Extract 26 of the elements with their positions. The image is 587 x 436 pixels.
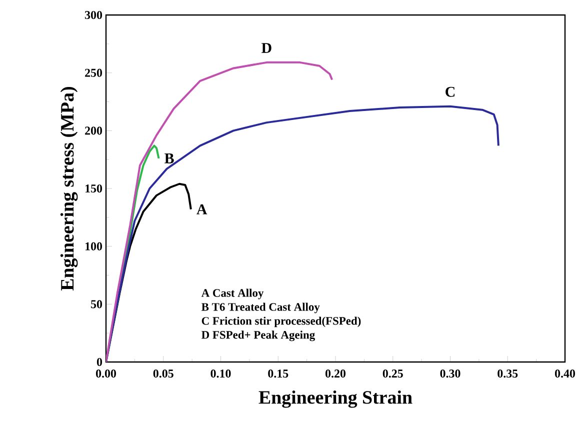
y-tick-label: 200 bbox=[85, 126, 102, 135]
x-tick-label: 0.10 bbox=[210, 370, 231, 378]
annotation: A Cast Alloy bbox=[201, 288, 264, 300]
annotation: B T6 Treated Cast Alloy bbox=[202, 302, 320, 314]
series-label: C bbox=[446, 86, 455, 97]
x-tick-label: 0.30 bbox=[440, 370, 460, 378]
annotation: C Friction stir processed(FSPed) bbox=[202, 316, 361, 328]
y-tick-label: 250 bbox=[85, 68, 102, 77]
series-label: B bbox=[164, 154, 174, 164]
x-axis-title: Engineering Strain bbox=[258, 390, 412, 408]
annotation: D FSPed+ Peak Ageing bbox=[202, 330, 315, 342]
y-axis-title: Engineering stress (MPa) bbox=[60, 87, 78, 291]
x-tick-label: 0.40 bbox=[554, 370, 576, 378]
y-tick-label: 300 bbox=[85, 10, 102, 20]
x-tick-label: 0.20 bbox=[325, 370, 346, 378]
x-tick-label: 0.35 bbox=[498, 370, 518, 378]
y-tick-label: 150 bbox=[86, 184, 102, 193]
y-tick-label: 100 bbox=[86, 242, 102, 250]
x-tick-label: 0.00 bbox=[96, 370, 116, 378]
x-tick-label: 0.05 bbox=[153, 370, 174, 378]
x-tick-label: 0.25 bbox=[382, 370, 403, 378]
y-tick-label: 0 bbox=[96, 358, 102, 366]
x-tick-label: 0.15 bbox=[268, 370, 288, 378]
y-tick-label: 50 bbox=[91, 300, 102, 308]
series-label: D bbox=[262, 43, 272, 53]
series-label: A bbox=[196, 204, 208, 214]
